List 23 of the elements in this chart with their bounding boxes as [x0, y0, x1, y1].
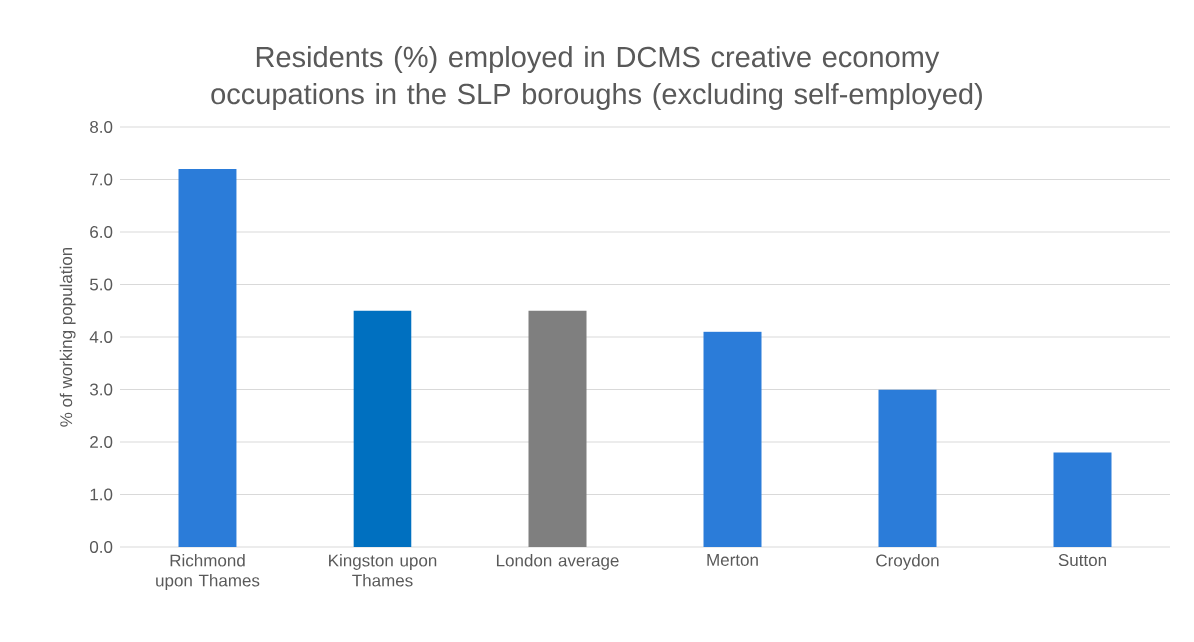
bar — [528, 310, 587, 547]
y-tick-label: 3.0 — [89, 383, 113, 396]
bar — [703, 331, 762, 547]
bar — [353, 310, 412, 547]
bar — [878, 389, 937, 547]
y-tick-label: 2.0 — [90, 435, 113, 448]
x-tick-label: Kingston upon Thames — [329, 554, 437, 587]
y-tick-label: 5.0 — [90, 278, 113, 291]
y-tick-label: 4.0 — [89, 330, 113, 343]
bar — [178, 168, 237, 547]
x-tick-label: Merton — [707, 554, 758, 566]
y-tick-label: 6.0 — [90, 225, 113, 238]
y-tick-label: 1.0 — [90, 488, 113, 501]
x-tick-label: Sutton — [1058, 554, 1106, 567]
x-tick-label: Richmond upon Thames — [156, 554, 260, 590]
chart-title: Residents (%) employed in DCMS creative economy occupations in the SLP boroughs (excluding self-employed) — [211, 45, 982, 111]
bar — [1053, 452, 1112, 547]
x-tick-label: Croydon — [876, 554, 939, 570]
y-tick-label: 0.0 — [89, 540, 113, 553]
y-tick-label: 7.0 — [90, 173, 113, 186]
y-axis-title: % of working population — [59, 247, 76, 427]
x-tick-label: London average — [496, 554, 619, 570]
y-tick-label: 8.0 — [90, 120, 113, 133]
